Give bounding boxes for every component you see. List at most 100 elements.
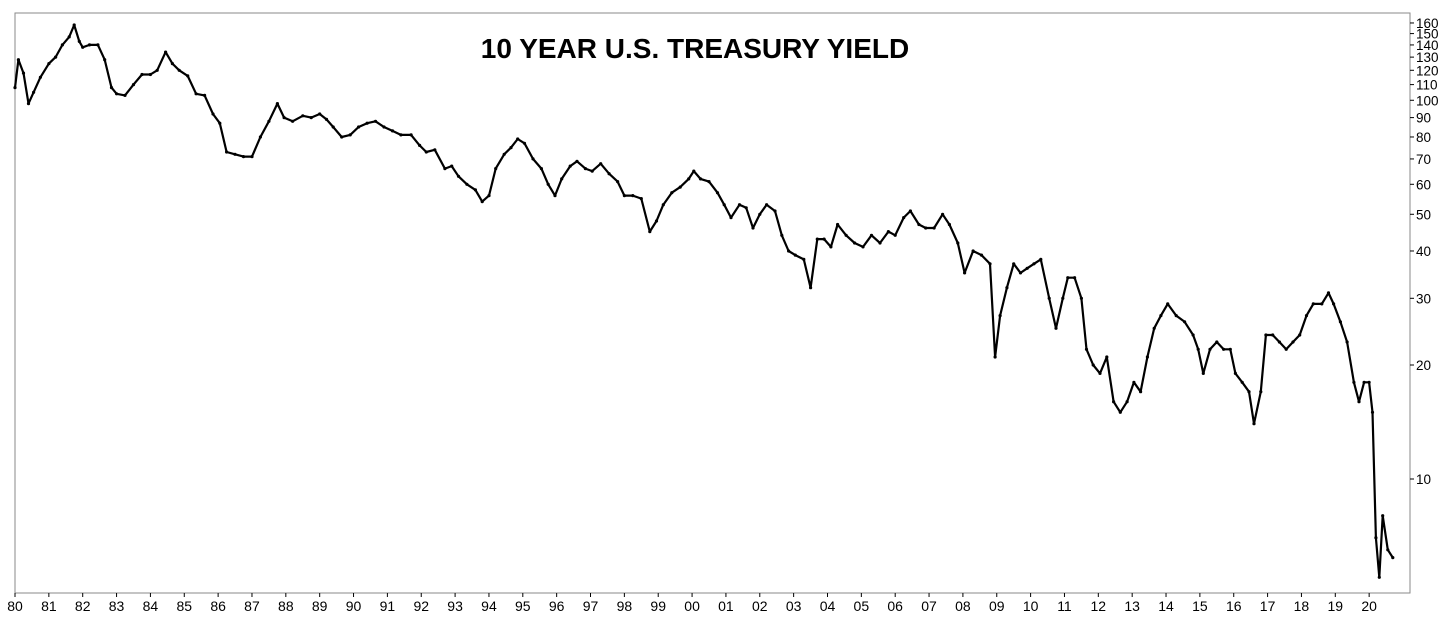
data-point	[382, 125, 386, 129]
data-point	[1118, 410, 1122, 414]
data-point	[1012, 262, 1016, 266]
data-point	[1271, 333, 1275, 337]
x-tick-label: 95	[515, 598, 531, 614]
data-point	[418, 143, 422, 147]
data-point	[546, 182, 550, 186]
data-point	[956, 241, 960, 245]
data-point	[1391, 556, 1395, 560]
data-point	[1386, 548, 1390, 552]
data-point	[1191, 333, 1195, 337]
data-point	[1259, 390, 1263, 394]
data-point	[373, 119, 378, 123]
y-tick-label: 20	[1416, 358, 1431, 373]
data-point	[26, 102, 31, 106]
data-point	[648, 230, 652, 234]
data-point	[1208, 347, 1212, 351]
x-tick-label: 89	[312, 598, 328, 614]
data-point	[1352, 380, 1356, 384]
data-point	[829, 245, 833, 249]
x-tick-label: 19	[1328, 598, 1344, 614]
data-point	[140, 72, 144, 77]
x-tick-label: 02	[752, 598, 768, 614]
data-point	[131, 83, 136, 87]
data-point	[822, 237, 826, 241]
data-point	[1338, 320, 1342, 324]
data-point	[1079, 296, 1083, 300]
data-point	[67, 35, 71, 39]
data-point	[908, 209, 913, 213]
data-point	[301, 114, 305, 118]
data-point	[793, 253, 797, 257]
data-point	[318, 112, 322, 116]
y-tick-label: 100	[1416, 93, 1439, 108]
data-point	[737, 203, 742, 207]
data-point	[186, 74, 190, 78]
data-point	[639, 197, 643, 201]
data-point	[993, 355, 997, 359]
x-tick-label: 90	[346, 598, 362, 614]
data-point	[893, 233, 897, 237]
data-point	[932, 226, 936, 230]
data-point	[631, 194, 635, 198]
data-point	[103, 58, 107, 62]
data-point	[1005, 286, 1009, 290]
data-point	[1374, 536, 1378, 540]
data-point	[1247, 390, 1251, 394]
x-tick-label: 97	[583, 598, 599, 614]
x-tick-label: 98	[617, 598, 633, 614]
data-point	[744, 206, 748, 210]
x-tick-label: 93	[447, 598, 463, 614]
data-point	[1183, 320, 1187, 324]
data-point	[687, 177, 691, 181]
data-point	[13, 86, 17, 90]
data-point	[123, 93, 127, 97]
x-tick-label: 83	[109, 598, 125, 614]
data-point	[340, 135, 344, 139]
data-point	[1277, 340, 1281, 344]
data-point	[211, 112, 215, 116]
data-point	[275, 102, 279, 106]
data-point	[399, 133, 403, 137]
data-point	[787, 249, 791, 253]
data-point	[1105, 355, 1109, 359]
y-tick-label: 50	[1416, 207, 1431, 222]
data-point	[998, 314, 1002, 318]
data-point	[773, 209, 777, 213]
data-point	[815, 237, 819, 241]
data-point	[947, 222, 952, 227]
y-tick-label: 40	[1416, 244, 1431, 259]
data-point	[424, 150, 428, 154]
y-tick-label: 130	[1416, 50, 1439, 65]
x-tick-label: 84	[143, 598, 159, 614]
data-point	[241, 155, 246, 159]
x-tick-label: 09	[989, 598, 1005, 614]
data-point	[553, 194, 557, 198]
y-tick-label: 80	[1416, 130, 1431, 145]
y-tick-label: 160	[1416, 16, 1439, 31]
x-tick-label: 15	[1192, 598, 1208, 614]
x-tick-label: 03	[786, 598, 802, 614]
data-point	[357, 125, 361, 129]
data-point	[1018, 271, 1023, 275]
x-tick-label: 14	[1158, 598, 1174, 614]
data-point	[963, 271, 967, 275]
data-point	[902, 216, 906, 220]
data-point	[1357, 400, 1361, 404]
data-point	[661, 203, 665, 207]
data-point	[47, 62, 51, 66]
data-point	[1047, 296, 1051, 300]
data-point	[1284, 347, 1288, 351]
data-point	[465, 182, 469, 186]
data-point	[1326, 291, 1331, 295]
y-tick-label: 10	[1416, 472, 1431, 487]
data-point	[539, 167, 544, 171]
data-point	[502, 152, 506, 156]
data-point	[988, 262, 992, 266]
data-point	[1032, 262, 1036, 266]
data-point	[38, 75, 43, 79]
data-point	[77, 39, 81, 44]
data-point	[309, 116, 313, 120]
data-point	[853, 241, 857, 245]
x-tick-label: 13	[1124, 598, 1140, 614]
